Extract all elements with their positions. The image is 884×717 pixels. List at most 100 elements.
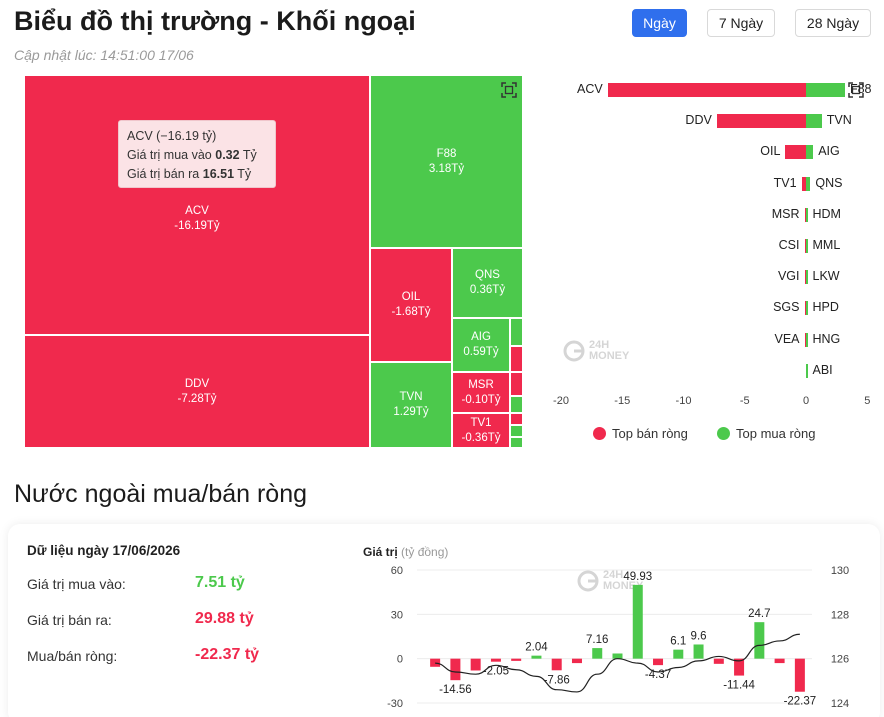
treemap-cell-acv[interactable]: ACV -16.19Tỷ <box>24 75 370 335</box>
summary-sell-value: 29.88 tỷ <box>195 610 254 627</box>
legend-label: Top mua ròng <box>736 426 816 441</box>
treemap-cell-small[interactable] <box>510 372 523 396</box>
net-flow-card <box>8 524 880 717</box>
treemap-value: -0.36Tỷ <box>461 431 501 444</box>
flow-bar <box>734 658 745 676</box>
x-tick-label: -10 <box>675 395 692 407</box>
treemap-ticker: AIG <box>471 331 491 343</box>
buy-bar <box>806 207 808 222</box>
legend-marker <box>717 427 730 440</box>
sell-bar <box>716 114 806 129</box>
treemap-cell-tv1[interactable]: TV1 -0.36Tỷ <box>452 413 510 448</box>
treemap-value: 0.59Tỷ <box>463 346 499 358</box>
x-tick-label: -20 <box>553 395 569 407</box>
treemap-cell-small[interactable] <box>510 396 523 413</box>
buy-bar <box>806 114 822 129</box>
tooltip-sell-row: Giá trị bán ra 16.51 Tỷ <box>127 165 267 184</box>
flow-bar <box>774 658 785 664</box>
tab-7-days[interactable]: 7 Ngày <box>707 9 775 37</box>
buy-ticker-label: F88 <box>849 82 872 96</box>
tab-day[interactable]: Ngày <box>632 9 687 37</box>
page-title: Biểu đồ thị trường - Khối ngoại <box>14 6 416 36</box>
top-net-bar-chart: ACV DDV OIL TV1 MSR CSI VGI SGS VEA F88 TVN AIG QNS H… <box>553 82 872 441</box>
buy-ticker-label: MML <box>812 238 841 252</box>
treemap-cell-small[interactable] <box>510 425 523 437</box>
tab-28-days[interactable]: 28 Ngày <box>795 9 871 37</box>
flow-bar <box>653 658 664 666</box>
treemap-tooltip: ACV (−16.19 tỷ) Giá trị mua vào 0.32 Tỷ … <box>118 120 276 188</box>
summary-buy-label: Giá trị mua vào: <box>27 576 126 592</box>
bar-value-label: -14.56 <box>439 684 472 696</box>
buy-bar <box>806 301 808 316</box>
bar-value-label: -7.86 <box>544 674 570 686</box>
sell-bar <box>804 207 806 222</box>
bar-value-label: -2.05 <box>483 666 509 678</box>
expand-icon[interactable] <box>848 82 864 98</box>
treemap-ticker: MSR <box>468 378 494 391</box>
tooltip-buy-row: Giá trị mua vào 0.32 Tỷ <box>127 146 267 165</box>
treemap-ticker: DDV <box>184 377 210 390</box>
buy-bar <box>806 332 808 347</box>
flow-bar <box>531 655 542 659</box>
treemap-ticker: ACV <box>185 205 209 217</box>
bar-value-label: 2.04 <box>525 642 548 654</box>
flow-bar <box>571 658 582 664</box>
treemap-cell-f88[interactable]: F88 3.18Tỷ <box>370 75 523 248</box>
summary-sell-label: Giá trị bán ra: <box>27 612 112 628</box>
flow-bar <box>511 658 522 661</box>
treemap-cell-qns[interactable]: QNS 0.36Tỷ <box>452 248 523 318</box>
treemap-ticker: F88 <box>436 147 457 160</box>
treemap-cell-small[interactable] <box>510 413 523 425</box>
section-title: Nước ngoài mua/bán ròng <box>14 480 308 508</box>
bar-value-label: 49.93 <box>623 571 652 583</box>
buy-bar <box>806 145 814 160</box>
treemap-cell-small[interactable] <box>510 346 523 372</box>
buy-bar <box>806 239 808 253</box>
summary-net-value: -22.37 tỷ <box>195 646 260 663</box>
tooltip-unit: Tỷ <box>237 167 252 181</box>
flow-bar <box>612 653 623 659</box>
chart2-axis-title: Giá trị (tỷ đồng) <box>363 545 448 559</box>
summary-buy-value: 7.51 tỷ <box>195 574 245 591</box>
y2-tick-label: 124 <box>831 698 849 710</box>
treemap-value: 3.18Tỷ <box>428 162 465 175</box>
expand-icon[interactable] <box>501 82 517 98</box>
treemap-cell-msr[interactable]: MSR -0.10Tỷ <box>452 372 510 413</box>
sell-ticker-label: TV1 <box>773 175 797 190</box>
treemap-cell-tvn[interactable]: TVN 1.29Tỷ <box>370 362 452 448</box>
bar-value-label: 6.1 <box>670 636 686 648</box>
sell-ticker-label: DDV <box>685 113 712 128</box>
flow-bar <box>490 658 501 662</box>
buy-ticker-label: ABI <box>812 362 833 377</box>
sell-ticker-label: OIL <box>760 144 781 159</box>
flow-bar <box>450 658 461 681</box>
watermark-logo: 24H MONEY <box>563 340 629 362</box>
treemap-cell-oil[interactable]: OIL -1.68Tỷ <box>370 248 452 362</box>
buy-ticker-label: TVN <box>826 113 852 128</box>
treemap-value: -7.28Tỷ <box>177 392 217 405</box>
treemap-ticker: TVN <box>399 391 423 403</box>
buy-ticker-label: HPD <box>812 300 839 315</box>
treemap-ticker: TV1 <box>470 416 492 429</box>
treemap-ticker: OIL <box>401 291 421 303</box>
watermark-icon <box>577 570 599 592</box>
flow-bar <box>794 658 805 692</box>
treemap-cell-aig[interactable]: AIG 0.59Tỷ <box>452 318 510 372</box>
watermark-logo: 24H MONEY <box>577 570 643 592</box>
buy-ticker-label: AIG <box>818 144 840 159</box>
x-tick-label: -15 <box>614 395 631 407</box>
treemap-value: 1.29Tỷ <box>393 406 429 418</box>
sell-ticker-label: ACV <box>576 82 603 96</box>
tooltip-buy-label: Giá trị mua vào <box>127 148 212 162</box>
treemap-cell-small[interactable] <box>510 437 523 448</box>
treemap-value: -1.68Tỷ <box>391 306 431 318</box>
sell-bar <box>804 332 806 347</box>
summary-net-label: Mua/bán ròng: <box>27 648 118 664</box>
treemap-cell-small[interactable] <box>510 318 523 346</box>
treemap-cell-ddv[interactable]: DDV -7.28Tỷ <box>24 335 370 448</box>
bar-value-label: -11.44 <box>723 680 755 692</box>
x-tick-label: 0 <box>802 395 810 407</box>
bar-value-label: 24.7 <box>748 608 770 620</box>
sell-bar <box>785 145 806 160</box>
treemap-ticker: QNS <box>475 269 500 281</box>
